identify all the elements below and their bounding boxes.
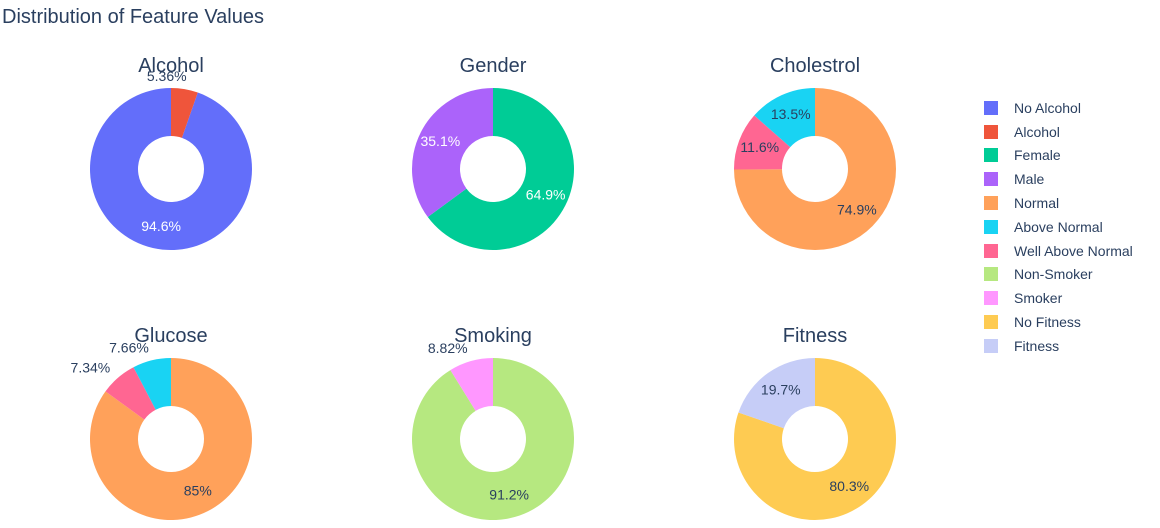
legend-item[interactable]: Smoker [984, 286, 1133, 310]
legend-item[interactable]: Fitness [984, 334, 1133, 358]
subplot-title: Gender [460, 55, 527, 77]
slice-label: 13.5% [771, 106, 811, 122]
legend-swatch [984, 100, 998, 115]
donut-glucose: Glucose 85% 7.34% 7.66% [71, 325, 252, 520]
legend-swatch [984, 124, 998, 139]
slice-female[interactable] [427, 88, 574, 250]
slice-fitness[interactable] [738, 358, 815, 429]
legend-label: Well Above Normal [1014, 242, 1133, 259]
legend-item[interactable]: No Alcohol [984, 96, 1133, 120]
slice-label: 19.7% [761, 382, 801, 398]
slice-label: 8.82% [428, 340, 468, 356]
slice-label: 35.1% [420, 133, 460, 149]
legend-swatch [984, 148, 998, 163]
legend-item[interactable]: Normal [984, 191, 1133, 215]
slice-no-alcohol[interactable] [90, 88, 252, 250]
donut-smoking: Smoking 91.2% 8.82% [412, 325, 574, 520]
legend-label: Male [1014, 171, 1045, 188]
slice-well-above-normal[interactable] [734, 115, 791, 170]
legend-swatch [984, 338, 998, 353]
legend: No Alcohol Alcohol Female Male Normal Above N… [984, 96, 1133, 358]
legend-item[interactable]: Female [984, 144, 1133, 168]
legend-item[interactable]: Above Normal [984, 215, 1133, 239]
slice-normal[interactable] [89, 358, 252, 520]
donut-fitness: Fitness 80.3% 19.7% [734, 325, 897, 520]
legend-label: Normal [1014, 195, 1060, 212]
legend-item[interactable]: Non-Smoker [984, 263, 1133, 287]
legend-label: No Fitness [1014, 314, 1081, 331]
slice-label: 11.6% [740, 139, 779, 155]
donut-cholestrol: Cholestrol 74.9% 11.6% 13.5% [734, 55, 897, 250]
slice-smoker[interactable] [450, 358, 493, 411]
slice-non-smoker[interactable] [412, 358, 574, 520]
legend-swatch [984, 243, 998, 258]
slice-label: 94.6% [141, 218, 181, 234]
slice-label: 5.36% [147, 68, 187, 84]
legend-label: Smoker [1014, 290, 1063, 307]
slice-label: 80.3% [829, 478, 869, 494]
legend-label: No Alcohol [1014, 99, 1081, 116]
slice-no-fitness[interactable] [734, 358, 897, 520]
legend-swatch [984, 172, 998, 187]
legend-label: Alcohol [1014, 123, 1060, 140]
subplot-title: Smoking [454, 325, 532, 347]
slice-above-normal[interactable] [754, 88, 815, 148]
slice-label: 7.66% [109, 339, 149, 355]
legend-label: Above Normal [1014, 218, 1103, 235]
legend-label: Female [1014, 147, 1061, 164]
slice-label: 7.34% [71, 359, 111, 375]
legend-item[interactable]: Well Above Normal [984, 239, 1133, 263]
slice-well-above-normal[interactable] [105, 367, 156, 420]
slice-label: 91.2% [489, 486, 529, 502]
slice-label: 64.9% [526, 186, 566, 202]
legend-label: Fitness [1014, 337, 1060, 354]
subplot-title: Fitness [783, 325, 847, 347]
subplot-title: Alcohol [138, 55, 204, 77]
slice-label: 85% [184, 482, 212, 498]
slice-above-normal[interactable] [133, 358, 171, 410]
subplot-title: Cholestrol [770, 55, 860, 77]
slice-male[interactable] [411, 88, 493, 218]
slice-normal[interactable] [734, 88, 897, 250]
subplot-title: Glucose [134, 325, 207, 347]
chart-title: Distribution of Feature Values [2, 6, 264, 28]
legend-item[interactable]: No Fitness [984, 310, 1133, 334]
donut-gender: Gender 64.9% 35.1% [411, 55, 574, 250]
legend-swatch [984, 315, 998, 330]
legend-item[interactable]: Alcohol [984, 120, 1133, 144]
slice-label: 74.9% [837, 201, 877, 217]
legend-label: Non-Smoker [1014, 266, 1093, 283]
legend-swatch [984, 196, 998, 211]
legend-item[interactable]: Male [984, 167, 1133, 191]
legend-swatch [984, 219, 998, 234]
slice-alcohol[interactable] [171, 88, 198, 138]
donut-alcohol: Alcohol 94.6% 5.36% [90, 55, 252, 250]
legend-swatch [984, 267, 998, 282]
legend-swatch [984, 291, 998, 306]
